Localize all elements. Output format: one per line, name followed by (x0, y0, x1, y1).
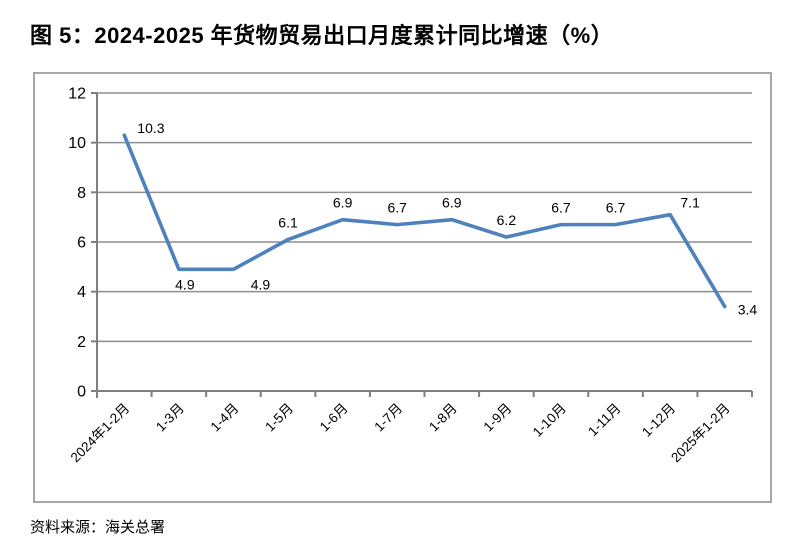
x-axis-label: 1-3月 (153, 401, 187, 435)
source-note: 资料来源：海关总署 (30, 519, 166, 536)
data-point-label: 6.7 (606, 200, 626, 216)
x-axis-label: 1-5月 (262, 401, 296, 435)
x-axis-label: 1-4月 (208, 401, 242, 435)
x-axis-label: 1-9月 (481, 401, 515, 435)
y-axis-label: 2 (77, 334, 86, 351)
data-point-label: 4.9 (251, 276, 271, 292)
page-title: 图 5：2024-2025 年货物贸易出口月度累计同比增速（%） (30, 23, 614, 48)
x-axis-label: 1-7月 (371, 401, 405, 435)
data-point-label: 6.2 (497, 212, 517, 228)
data-point-label: 6.9 (442, 195, 462, 211)
data-series-line (122, 133, 727, 309)
x-axis-label: 1-10月 (530, 401, 569, 440)
data-point-label: 6.1 (278, 215, 298, 231)
x-axis-label: 2025年1-2月 (668, 401, 733, 466)
data-point-label: 7.1 (680, 195, 700, 211)
x-axis-label: 1-8月 (426, 401, 460, 435)
x-axis-label: 2024年1-2月 (68, 401, 133, 466)
data-point-label: 3.4 (738, 302, 758, 318)
data-point-label: 4.9 (175, 276, 195, 292)
y-axis-label: 6 (77, 235, 86, 252)
x-axis-label: 1-12月 (639, 401, 678, 440)
x-axis-label: 1-11月 (585, 401, 624, 440)
line-chart: 0 2 4 6 8 10 12 2024年1-2月 1-3月 1-4月 1-5月 1-6月 1-7月 1-… (68, 86, 758, 466)
data-point-label: 6.9 (333, 195, 353, 211)
y-axis-label: 12 (68, 86, 86, 103)
data-point-label: 6.7 (551, 200, 571, 216)
data-point-label: 10.3 (137, 120, 164, 136)
data-point-label: 6.7 (387, 200, 407, 216)
y-axis-label: 8 (77, 185, 86, 202)
x-axis-label: 1-6月 (317, 401, 351, 435)
chart-container: 0 2 4 6 8 10 12 2024年1-2月 1-3月 1-4月 1-5月 1-6月 1-7月 1-… (33, 72, 772, 503)
y-axis-label: 0 (77, 384, 86, 401)
y-axis-label: 4 (77, 284, 86, 301)
y-axis-label: 10 (68, 135, 86, 152)
